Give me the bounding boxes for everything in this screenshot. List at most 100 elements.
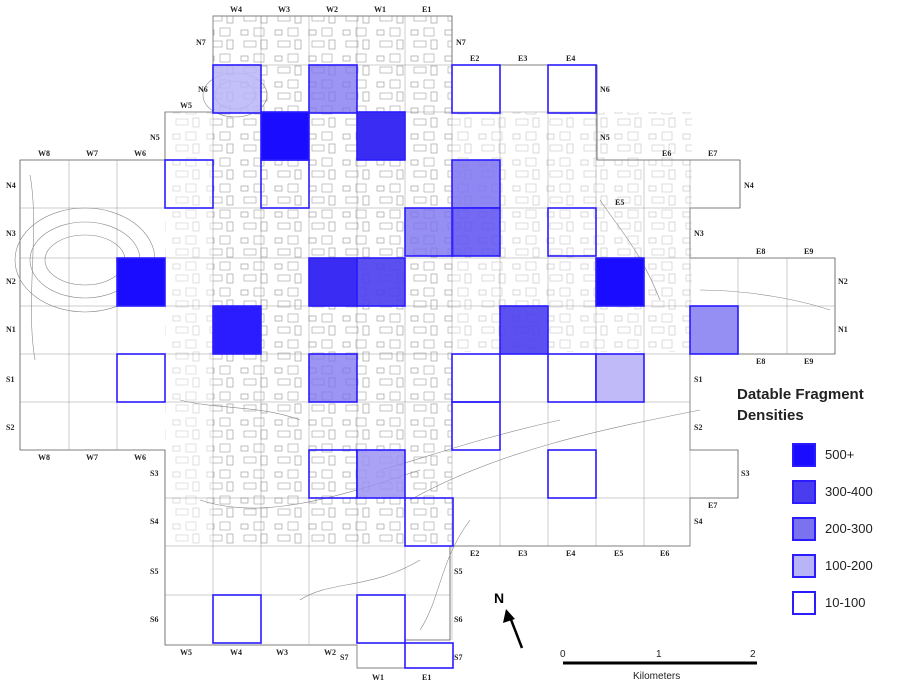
grid-label: N6: [198, 85, 208, 94]
grid-label: W6: [134, 453, 146, 462]
legend-item-label: 100-200: [825, 558, 873, 573]
density-square: [164, 159, 214, 209]
grid-label: W5: [180, 648, 192, 657]
legend-item: 200-300: [737, 510, 897, 547]
density-square: [308, 64, 358, 114]
grid-label: E1: [422, 5, 431, 14]
scale-bar: 0 1 2 Kilometers: [560, 649, 757, 682]
density-square: [404, 642, 454, 669]
density-square: [547, 64, 597, 114]
legend-item: 10-100: [737, 584, 897, 621]
north-arrow: N: [494, 590, 524, 649]
grid-label: E3: [518, 54, 527, 63]
grid-label: E4: [566, 549, 575, 558]
grid-label: S6: [150, 615, 158, 624]
grid-label: E1: [422, 673, 431, 682]
grid-label: N5: [600, 133, 610, 142]
grid-label: W3: [276, 648, 288, 657]
grid-label: W5: [180, 101, 192, 110]
grid-label: W8: [38, 453, 50, 462]
grid-label: W3: [278, 5, 290, 14]
grid-label: E3: [518, 549, 527, 558]
grid-label: E5: [614, 549, 623, 558]
grid-label: S4: [694, 517, 702, 526]
grid-label: S1: [694, 375, 702, 384]
grid-label: E2: [470, 549, 479, 558]
legend-item: 300-400: [737, 473, 897, 510]
legend-title-line: Datable Fragment: [737, 386, 864, 403]
density-square: [404, 497, 454, 547]
grid-label: N7: [196, 38, 206, 47]
grid-label: E4: [566, 54, 575, 63]
legend-item-label: 300-400: [825, 484, 873, 499]
density-square: [356, 594, 406, 644]
north-arrow-shaft: [508, 616, 524, 649]
grid-label: N2: [6, 277, 16, 286]
grid-label: N6: [600, 85, 610, 94]
density-square: [595, 353, 645, 403]
grid-label: W7: [86, 453, 98, 462]
grid-label: S2: [6, 423, 14, 432]
density-square: [356, 111, 406, 161]
scale-unit: Kilometers: [633, 671, 680, 682]
grid-label: S1: [6, 375, 14, 384]
grid-label: N5: [150, 133, 160, 142]
grid-label: S4: [150, 517, 158, 526]
grid-label: S2: [694, 423, 702, 432]
grid-label: E2: [470, 54, 479, 63]
legend: Datable Fragment Densities 500+ 300-400 …: [737, 384, 897, 621]
legend-title: Datable Fragment Densities: [737, 384, 897, 426]
density-square: [116, 257, 166, 307]
grid-label: W4: [230, 648, 242, 657]
grid-label: S5: [150, 567, 158, 576]
density-square: [595, 257, 645, 307]
density-square: [116, 353, 166, 403]
density-square: [547, 449, 597, 499]
scale-tick-label: 1: [656, 649, 662, 660]
grid-labels: W4 W3 W2 W1 E1 N7 N7 E2 E3 E4 N6 N6 W5 N…: [6, 5, 848, 682]
grid-label: E8: [756, 247, 765, 256]
legend-item-label: 500+: [825, 447, 855, 462]
density-square: [356, 449, 406, 499]
grid-label: S7: [454, 653, 462, 662]
grid-label: E7: [708, 501, 717, 510]
density-square: [260, 159, 310, 209]
density-square: [404, 207, 454, 257]
grid-label: S3: [150, 469, 158, 478]
legend-swatch: [792, 553, 816, 578]
grid-label: S7: [340, 653, 348, 662]
grid-label: N4: [744, 181, 754, 190]
grid-label: E5: [615, 198, 624, 207]
grid-label: S5: [454, 567, 462, 576]
grid-label: N4: [6, 181, 16, 190]
legend-item-label: 10-100: [825, 595, 866, 610]
density-square: [451, 353, 501, 403]
legend-swatch: [792, 516, 816, 541]
legend-item: 100-200: [737, 547, 897, 584]
legend-title-line: Densities: [737, 407, 804, 424]
grid-label: E6: [660, 549, 669, 558]
density-square: [547, 353, 597, 403]
grid-label: N1: [838, 325, 848, 334]
legend-list: 500+ 300-400 200-300 100-200 10-100: [737, 436, 897, 621]
density-square: [212, 64, 262, 114]
density-squares: [116, 64, 739, 669]
grid-label: E6: [662, 149, 671, 158]
legend-item-label: 200-300: [825, 521, 873, 536]
density-square: [212, 594, 262, 644]
density-square: [451, 64, 501, 114]
grid-label: W2: [324, 648, 336, 657]
grid-label: S6: [454, 615, 462, 624]
grid-label: N1: [6, 325, 16, 334]
density-square: [356, 257, 406, 307]
grid-label: N3: [694, 229, 704, 238]
grid-label: N2: [838, 277, 848, 286]
grid-label: E9: [804, 357, 813, 366]
density-square: [308, 257, 358, 307]
grid-label: W1: [374, 5, 386, 14]
grid-label: N7: [456, 38, 466, 47]
grid-label: N3: [6, 229, 16, 238]
grid-label: W1: [372, 673, 384, 682]
density-square: [451, 159, 501, 209]
